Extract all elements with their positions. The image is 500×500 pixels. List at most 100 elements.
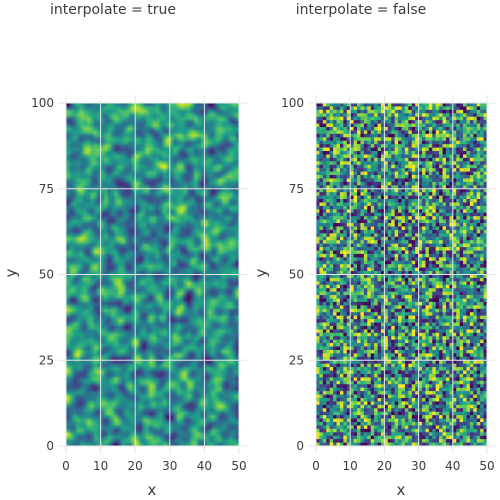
heatmap-cell <box>319 175 324 179</box>
heatmap-cell <box>422 295 426 299</box>
heatmap-cell <box>319 236 324 241</box>
heatmap-cell <box>319 336 324 340</box>
heatmap-cell <box>374 233 378 238</box>
heatmap-cell <box>452 367 457 371</box>
heatmap-cell <box>459 336 464 340</box>
heatmap-cell <box>466 349 471 354</box>
heatmap-cell <box>384 404 389 409</box>
heatmap-cell <box>391 260 395 265</box>
heatmap-cell <box>415 277 419 282</box>
heatmap-cell <box>483 428 488 433</box>
heatmap-cell <box>418 103 423 107</box>
heatmap-cell <box>353 161 358 166</box>
heatmap-cell <box>408 219 413 224</box>
heatmap-cell <box>473 370 478 375</box>
heatmap-cell <box>480 367 484 371</box>
heatmap-cell <box>469 356 474 361</box>
heatmap-cell <box>343 103 348 107</box>
heatmap-cell <box>370 356 375 361</box>
heatmap-cell <box>439 250 443 255</box>
heatmap-cell <box>336 133 341 138</box>
heatmap-cell <box>459 295 464 299</box>
heatmap-cell <box>398 308 402 313</box>
heatmap-cell <box>473 168 478 172</box>
heatmap-cell <box>473 301 478 306</box>
heatmap-cell <box>425 164 430 169</box>
heatmap-cell <box>374 315 378 320</box>
heatmap-cell <box>480 325 484 330</box>
heatmap-cell <box>418 401 423 406</box>
heatmap-cell <box>456 394 460 399</box>
heatmap-cell <box>442 367 447 371</box>
heatmap-cell <box>418 373 423 378</box>
heatmap-cell <box>336 188 341 193</box>
heatmap-cell <box>363 397 368 402</box>
heatmap-cell <box>374 281 378 286</box>
heatmap-cell <box>466 401 471 406</box>
heatmap-cell <box>377 233 382 238</box>
heatmap-cell <box>473 109 478 114</box>
heatmap-cell <box>411 336 416 340</box>
heatmap-cell <box>319 209 324 214</box>
heatmap-cell <box>387 277 392 282</box>
heatmap-cell <box>353 322 358 327</box>
heatmap-cell <box>411 247 416 251</box>
heatmap-cell <box>387 240 392 244</box>
heatmap-cell <box>367 394 372 399</box>
heatmap-cell <box>428 133 433 138</box>
heatmap-cell <box>422 140 426 145</box>
heatmap-cell <box>377 380 382 385</box>
heatmap-cell <box>384 325 389 330</box>
heatmap-cell <box>418 157 423 162</box>
heatmap-cell <box>469 250 474 255</box>
heatmap-cell <box>384 267 389 272</box>
heatmap-cell <box>346 250 351 255</box>
heatmap-cell <box>469 212 474 217</box>
heatmap-cell <box>377 113 382 118</box>
heatmap-cell <box>398 319 402 323</box>
heatmap-cell <box>346 336 351 340</box>
heatmap-cell <box>357 223 361 227</box>
heatmap-cell <box>343 428 348 433</box>
heatmap-cell <box>401 154 406 159</box>
heatmap-cell <box>418 284 423 289</box>
heatmap-cell <box>339 212 344 217</box>
heatmap-cell <box>473 264 478 268</box>
heatmap-cell <box>326 199 330 203</box>
heatmap-cell <box>449 216 454 220</box>
heatmap-cell <box>387 236 392 241</box>
heatmap-cell <box>398 233 402 238</box>
heatmap-cell <box>449 346 454 351</box>
heatmap-cell <box>432 363 436 368</box>
heatmap-cell <box>422 387 426 392</box>
heatmap-cell <box>374 195 378 200</box>
heatmap-cell <box>363 250 368 255</box>
heatmap-cell <box>343 240 348 244</box>
heatmap-cell <box>319 343 324 347</box>
heatmap-cell <box>387 319 392 323</box>
heatmap-cell <box>387 380 392 385</box>
heatmap-cell <box>480 171 484 176</box>
heatmap-cell <box>473 295 478 299</box>
heatmap-cell <box>456 257 460 262</box>
heatmap-cell <box>428 274 433 279</box>
heatmap-cell <box>425 216 430 220</box>
heatmap-cell <box>391 205 395 210</box>
heatmap-cell <box>316 367 320 371</box>
heatmap-cell <box>333 161 337 166</box>
heatmap-cell <box>346 267 351 272</box>
heatmap-cell <box>452 325 457 330</box>
heatmap-cell <box>343 264 348 268</box>
heatmap-cell <box>394 363 399 368</box>
heatmap-cell <box>394 274 399 279</box>
heatmap-cell <box>442 147 447 152</box>
heatmap-cell <box>408 349 413 354</box>
heatmap-cell <box>463 195 467 200</box>
heatmap-cell <box>483 164 488 169</box>
heatmap-cell <box>428 373 433 378</box>
heatmap-cell <box>398 288 402 292</box>
heatmap-cell <box>473 425 478 430</box>
heatmap-cell <box>435 298 440 303</box>
heatmap-cell <box>353 168 358 172</box>
heatmap-cell <box>442 151 447 155</box>
